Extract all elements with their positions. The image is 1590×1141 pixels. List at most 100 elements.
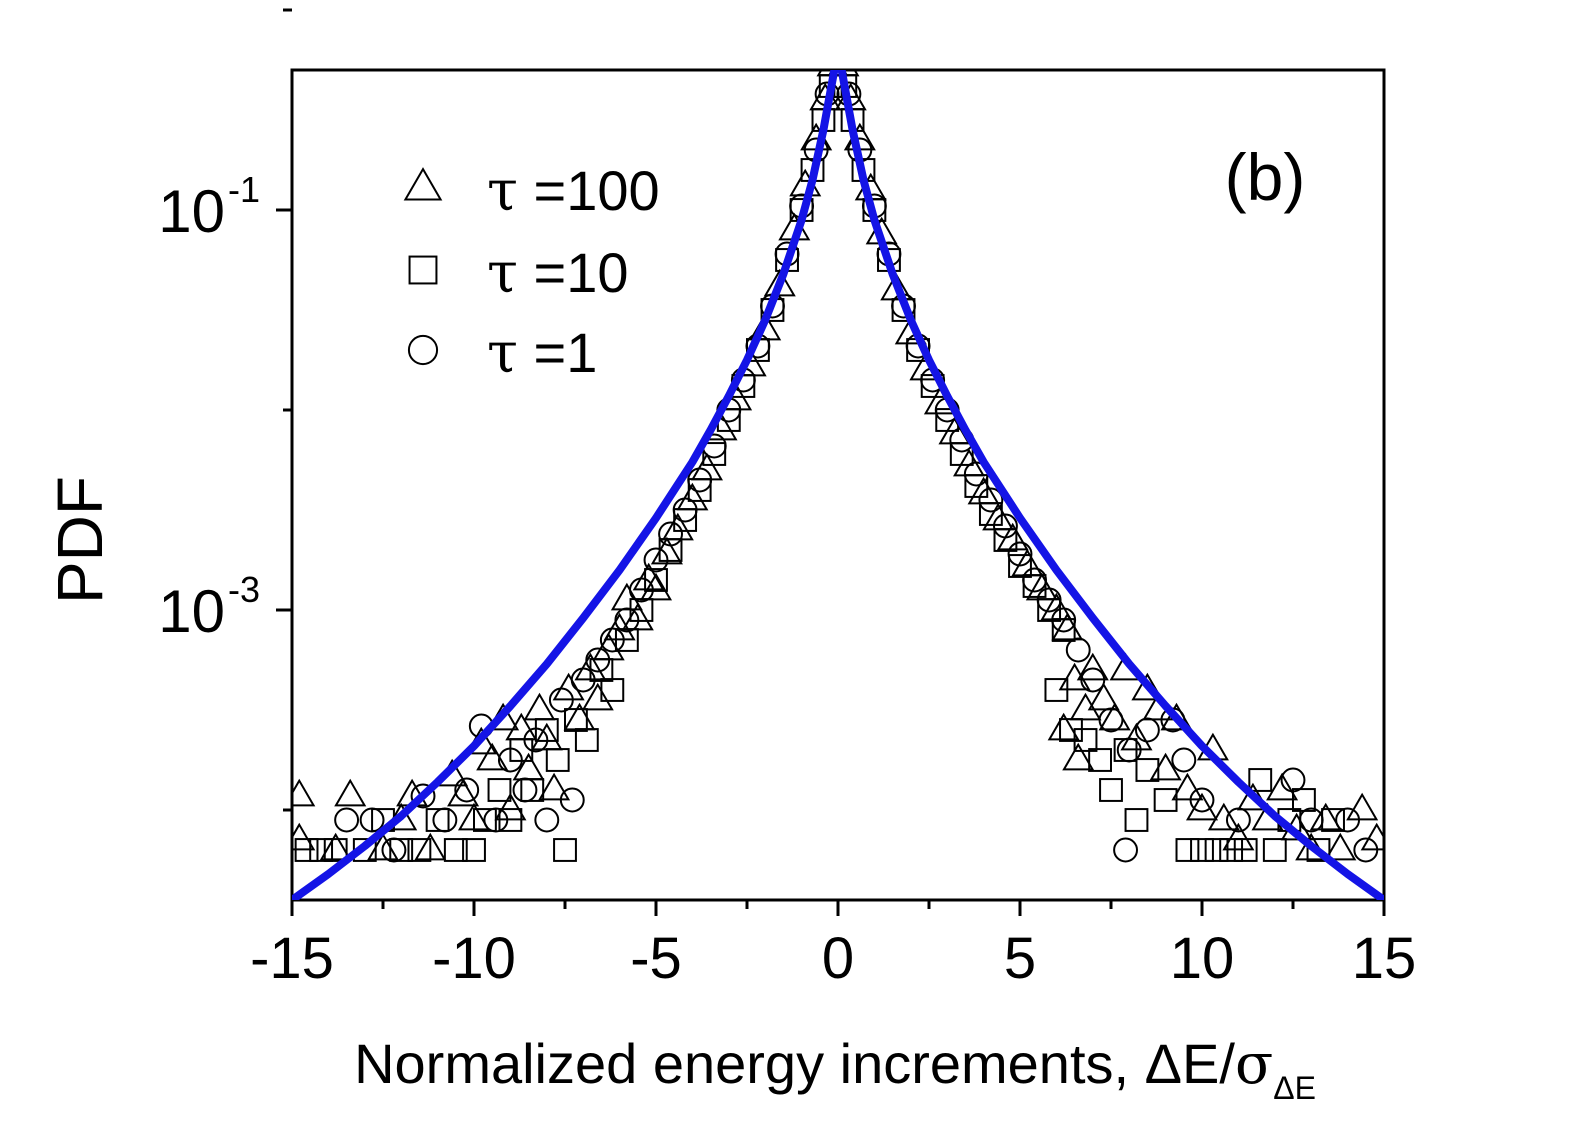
data-point-circle [1189, 787, 1215, 813]
data-point-square [425, 808, 450, 832]
legend-item: τ =1 [407, 321, 597, 386]
x-tick-labels: -15 -10 -5 0 5 10 15 [250, 926, 1416, 991]
data-point-square [309, 838, 334, 862]
plot-frame [290, 68, 1386, 902]
data-point-triangle [1207, 802, 1240, 831]
data-point-square [407, 838, 432, 862]
data-point-circle [1116, 737, 1142, 763]
data-point-square [1248, 768, 1273, 792]
data-point-square [614, 628, 639, 652]
data-point-circle [381, 837, 407, 863]
data-point-circle [1353, 837, 1379, 863]
legend-item: τ =100 [403, 159, 660, 224]
data-point-triangle [639, 572, 673, 601]
x-tick-label: -5 [630, 926, 682, 991]
data-point-circle [334, 807, 360, 833]
data-point-square [687, 478, 712, 502]
data-point-square [462, 838, 486, 862]
data-point-circle [978, 487, 1004, 513]
x-axis-title-delta-e: ΔE/ [1145, 1032, 1236, 1095]
data-point-square [574, 728, 599, 752]
data-point-square [1073, 728, 1098, 752]
data-point-triangle [581, 682, 614, 711]
x-tick-label: 5 [1004, 926, 1036, 991]
data-point-circle [483, 807, 509, 833]
data-point-circle [629, 577, 654, 603]
data-point-square [1153, 788, 1178, 812]
data-point-circle [1134, 717, 1160, 743]
legend-label: τ =1 [487, 321, 597, 386]
data-point-square [1124, 808, 1149, 832]
data-point-square [294, 838, 319, 862]
data-point-circle [1080, 667, 1106, 693]
data-point-triangle [1346, 792, 1379, 821]
data-point-triangle [334, 778, 367, 807]
data-point-circle [658, 521, 683, 547]
data-point-square [1219, 838, 1244, 862]
data-point-circle [512, 777, 538, 803]
fit-curve [292, 70, 1384, 900]
data-point-square [1306, 838, 1331, 862]
data-point-triangle [1076, 652, 1109, 681]
data-point-triangle [763, 268, 796, 297]
legend-item: τ =10 [408, 241, 629, 306]
data-point-triangle [1087, 682, 1120, 711]
data-point-triangle [552, 672, 585, 701]
data-point-square [949, 442, 974, 466]
data-point-circle [454, 777, 480, 803]
data-point-triangle [494, 792, 527, 821]
data-point-square [964, 474, 989, 498]
data-point-square [389, 838, 414, 862]
data-point-square [1190, 838, 1214, 862]
data-point-triangle [1131, 672, 1164, 701]
x-tick-label: 15 [1352, 926, 1417, 991]
data-point-square [1008, 554, 1032, 578]
legend: τ =100 τ =10 τ =1 [403, 159, 660, 386]
data-point-triangle [319, 832, 352, 861]
data-point-circle [1171, 747, 1197, 773]
data-point-square [702, 442, 727, 466]
data-point-square [1099, 778, 1123, 802]
data-point-square [1044, 678, 1069, 702]
data-point-circle [1007, 541, 1033, 567]
data-point-circle [672, 497, 698, 523]
data-markers [292, 70, 1384, 863]
data-point-triangle [1069, 692, 1102, 721]
y-tick-label: 10 [158, 178, 225, 245]
data-point-circle [599, 627, 625, 653]
legend-label: τ =10 [487, 241, 629, 306]
data-point-square [323, 838, 348, 862]
x-axis-title: Normalized energy increments, ΔE/σΔE [354, 1032, 1316, 1106]
x-axis-title-sigma: σ [1235, 1032, 1273, 1097]
data-point-square [473, 808, 497, 832]
data-point-circle [1022, 567, 1048, 593]
x-tick-label: 10 [1170, 926, 1235, 991]
data-point-circle [359, 807, 385, 833]
data-point-triangle [1185, 792, 1219, 821]
legend-label: τ =100 [487, 159, 660, 224]
data-point-circle [1225, 807, 1251, 833]
data-point-square [600, 678, 625, 702]
x-tick-label: 0 [822, 926, 854, 991]
data-point-circle [497, 747, 523, 773]
data-point-triangle [632, 562, 665, 591]
data-point-circle [523, 727, 549, 753]
data-point-circle [1051, 607, 1077, 633]
axis-ticks [276, 8, 1386, 916]
data-point-circle [1280, 767, 1306, 793]
data-point-circle [1335, 807, 1361, 833]
data-point-circle [432, 807, 458, 833]
y-tick-exponent: -3 [228, 569, 260, 610]
data-point-triangle [538, 772, 571, 801]
y-axis-title: PDF [44, 476, 116, 604]
data-point-triangle [1062, 742, 1095, 771]
data-point-circle [559, 787, 585, 813]
data-point-circle [1036, 587, 1062, 613]
data-point-triangle [1047, 712, 1080, 741]
data-point-triangle [1266, 772, 1299, 801]
data-point-circle [534, 807, 560, 833]
x-tick-label: -15 [250, 926, 334, 991]
data-point-square [487, 778, 512, 802]
data-point-square [1204, 838, 1229, 862]
data-point-square [443, 838, 468, 862]
